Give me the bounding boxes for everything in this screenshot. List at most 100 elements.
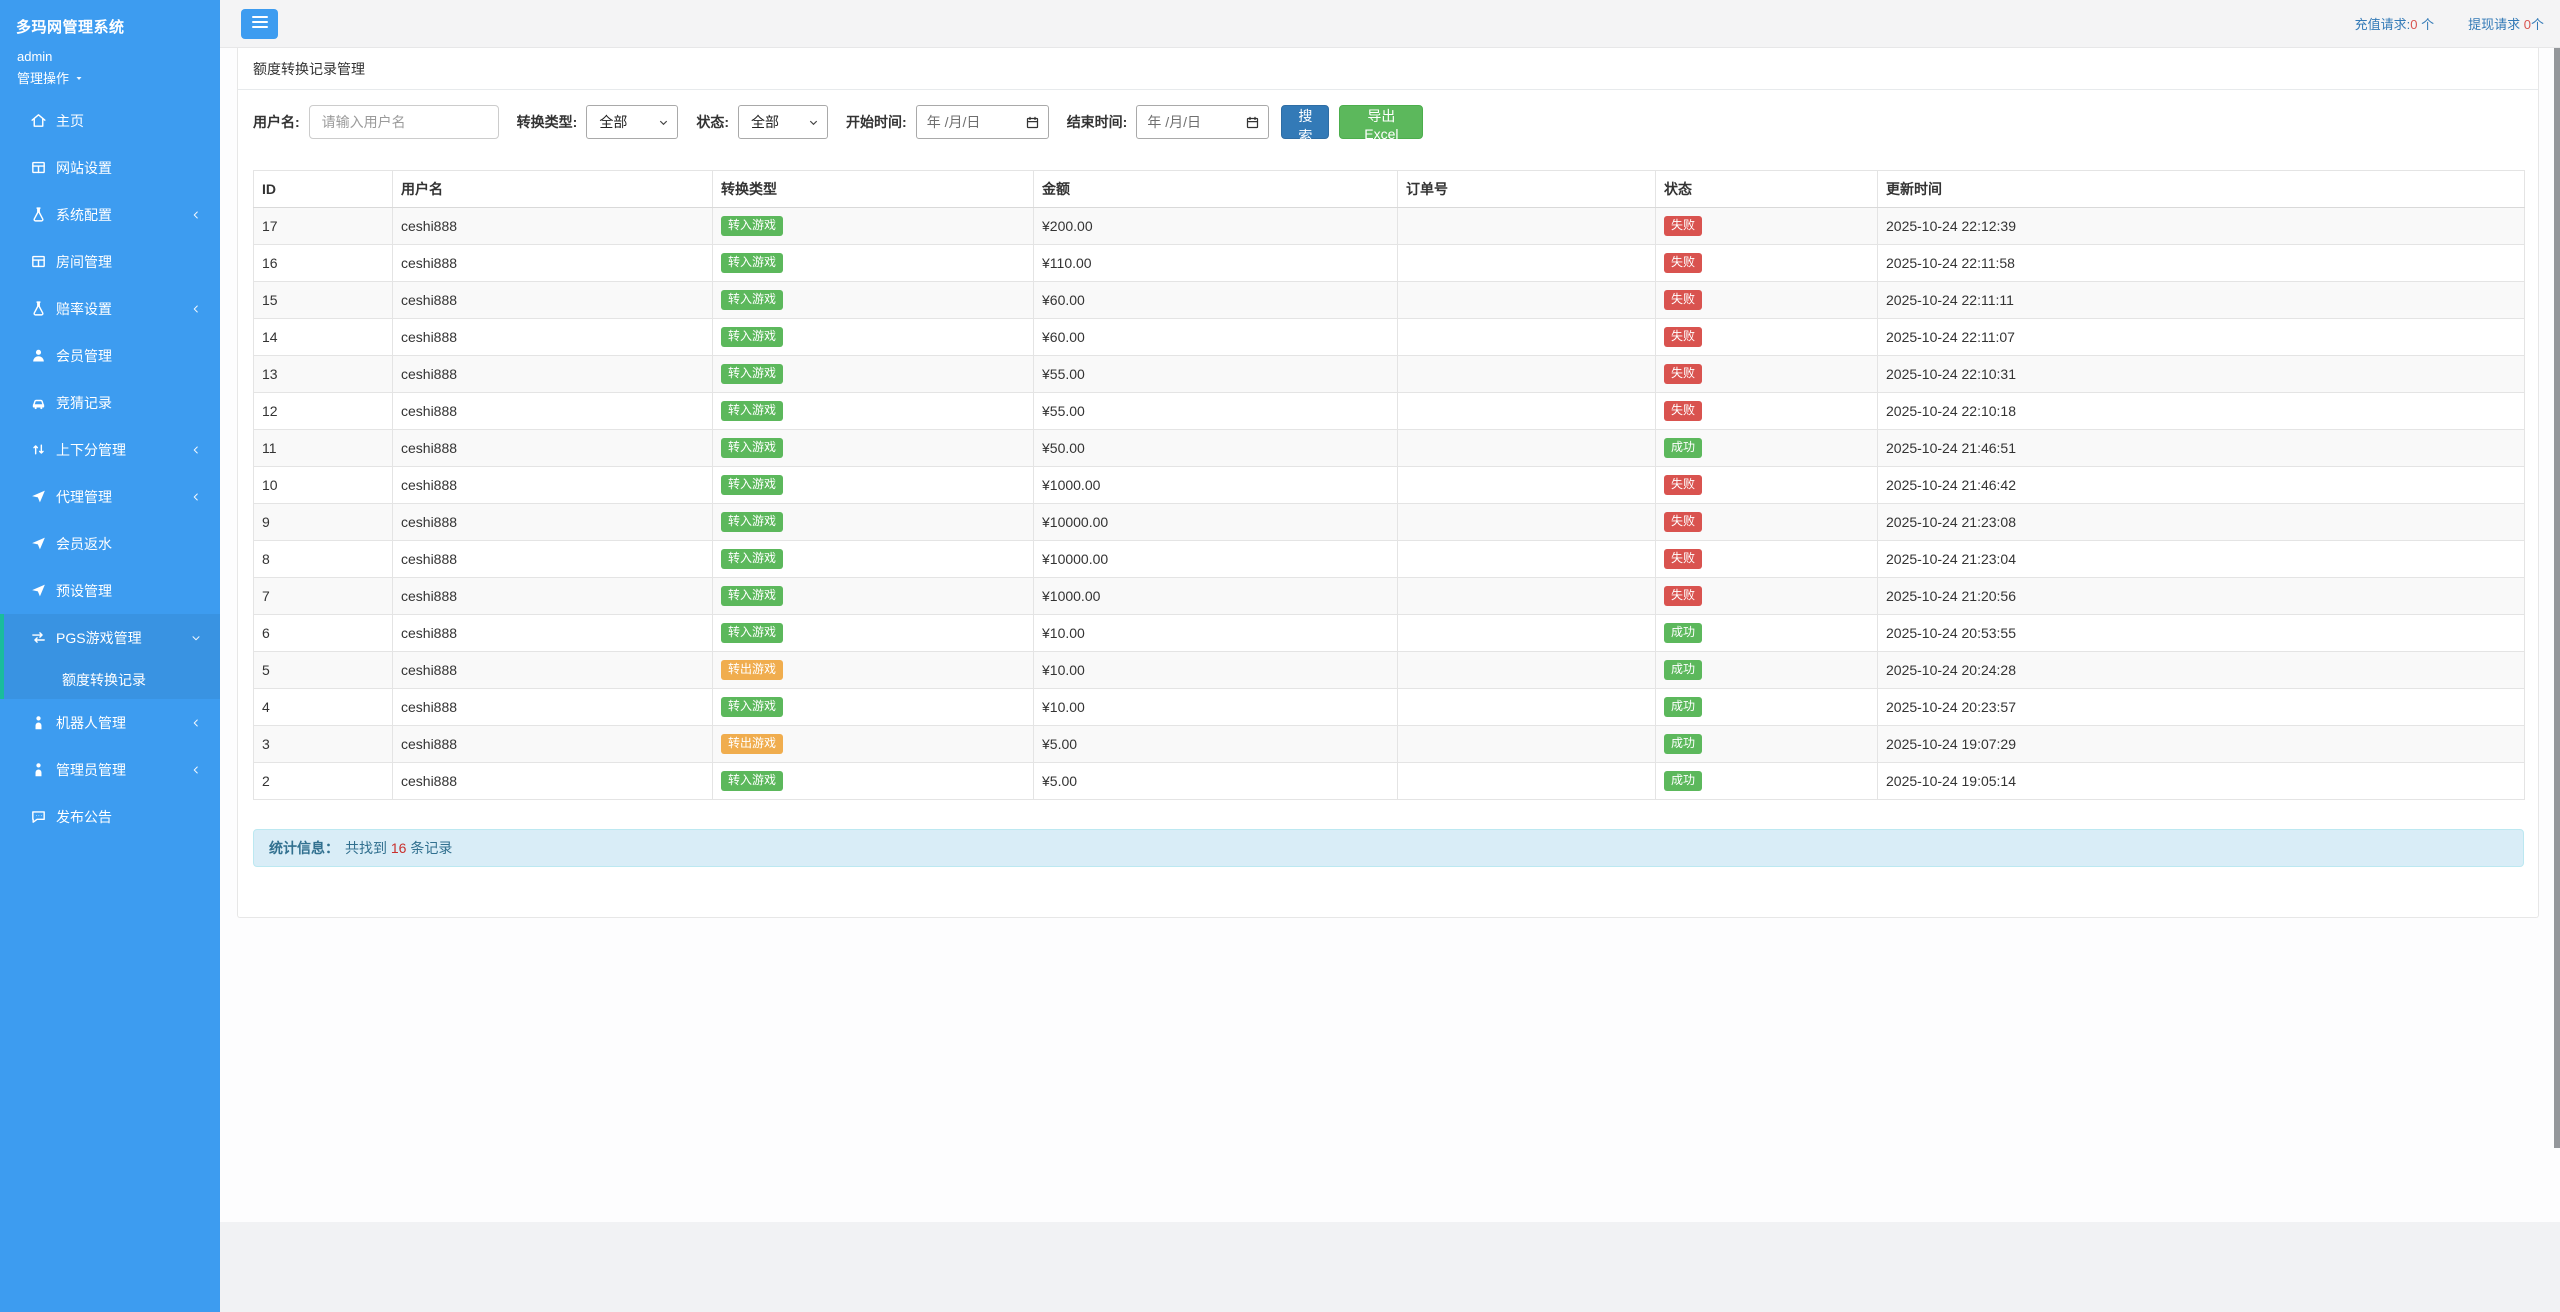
username-cell: ceshi888 [392,762,713,800]
username-cell: ceshi888 [392,725,713,763]
status-select-value: 全部 [751,114,780,130]
sidebar-toggle-button[interactable] [241,8,278,39]
caret-down-icon [73,72,85,84]
topbar-links: 充值请求:0 个 提现请求 0个 [2355,14,2550,33]
sidebar-item-15[interactable]: 管理员管理 [0,746,220,793]
sidebar-item-6[interactable]: 会员管理 [0,332,220,379]
type-select[interactable]: 全部 [586,105,679,139]
sidebar-item-14[interactable]: 机器人管理 [0,699,220,746]
sidebar-item-8[interactable]: 上下分管理 [0,426,220,473]
start-date-input[interactable]: 年 /月/日 [915,105,1049,139]
time-cell: 2025-10-24 19:07:29 [1877,725,2525,763]
id-cell: 7 [253,577,393,615]
id-cell: 12 [253,392,393,430]
username-input[interactable] [308,105,499,139]
sidebar-item-3[interactable]: 系统配置 [0,191,220,238]
type-cell: 转入游戏 [712,318,1034,356]
time-cell: 2025-10-24 22:12:39 [1877,207,2525,245]
sidebar-item-1[interactable]: 主页 [0,97,220,144]
id-cell: 15 [253,281,393,319]
sidebar-item-7[interactable]: 竞猜记录 [0,379,220,426]
type-badge: 转入游戏 [721,327,784,347]
username-cell: ceshi888 [392,651,713,689]
sidebar-item-label: PGS游戏管理 [56,629,142,646]
sidebar-item-4[interactable]: 房间管理 [0,238,220,285]
person-icon [29,761,47,779]
status-cell: 失败 [1655,355,1878,393]
status-cell: 失败 [1655,207,1878,245]
table-row: 9 ceshi888 转入游戏 ¥10000.00 失败 2025-10-24 21:23… [253,503,2525,541]
order-cell [1397,614,1656,652]
export-excel-button[interactable]: 导出Excel [1339,105,1424,142]
comment-icon [29,808,47,826]
search-button[interactable]: 搜索 [1281,105,1330,144]
sidebar-item-label: 额度转换记录 [62,672,146,688]
type-badge: 转入游戏 [721,253,784,273]
time-cell: 2025-10-24 22:11:07 [1877,318,2525,356]
sidebar-item-2[interactable]: 网站设置 [0,144,220,191]
calendar-icon[interactable] [1025,115,1040,130]
end-date-input[interactable]: 年 /月/日 [1136,105,1270,139]
order-cell [1397,688,1656,726]
table-header-row: ID 用户名 转换类型 金额 订单号 状态 更新时间 [253,170,2525,208]
type-badge: 转入游戏 [721,216,784,236]
column-header: 用户名 [392,170,713,208]
sidebar-item-12[interactable]: PGS游戏管理 [4,614,220,661]
amount-cell: ¥5.00 [1033,725,1398,763]
sidebar-item-11[interactable]: 预设管理 [0,567,220,614]
amount-cell: ¥110.00 [1033,244,1398,282]
type-cell: 转入游戏 [712,207,1034,245]
order-cell [1397,429,1656,467]
type-cell: 转入游戏 [712,429,1034,467]
sidebar-item-10[interactable]: 会员返水 [0,520,220,567]
summary-text-before: 共找到 [345,840,391,856]
amount-cell: ¥50.00 [1033,429,1398,467]
status-badge: 失败 [1664,401,1703,421]
records-panel: 额度转换记录管理 用户名: 转换类型: 全部 状态: [237,48,2539,918]
hamburger-icon [251,15,268,32]
chevron-down-icon [658,117,669,128]
sidebar-item-label: 系统配置 [56,206,112,223]
time-cell: 2025-10-24 22:11:11 [1877,281,2525,319]
username-cell: ceshi888 [392,355,713,393]
order-cell [1397,355,1656,393]
id-cell: 16 [253,244,393,282]
sidebar-item-13[interactable]: 额度转换记录 [4,661,220,699]
sidebar-item-label: 机器人管理 [56,714,126,731]
car-icon [29,394,47,412]
username-cell: ceshi888 [392,244,713,282]
time-cell: 2025-10-24 21:46:42 [1877,466,2525,504]
vertical-scrollbar-thumb[interactable] [2554,48,2560,1148]
withdraw-requests-link[interactable]: 提现请求 0个 [2468,14,2544,33]
admin-actions-dropdown[interactable]: 管理操作 [0,64,220,87]
sidebar-item-5[interactable]: 赔率设置 [0,285,220,332]
status-cell: 成功 [1655,688,1878,726]
table-row: 15 ceshi888 转入游戏 ¥60.00 失败 2025-10-24 22:11:1… [253,281,2525,319]
recharge-requests-link[interactable]: 充值请求:0 个 [2355,14,2434,33]
amount-cell: ¥200.00 [1033,207,1398,245]
panel-body: 用户名: 转换类型: 全部 状态: 全部 [238,90,2538,882]
chevron-left-icon [190,444,202,456]
id-cell: 5 [253,651,393,689]
type-badge: 转入游戏 [721,401,784,421]
sidebar-item-label: 网站设置 [56,159,112,176]
table-row: 13 ceshi888 转入游戏 ¥55.00 失败 2025-10-24 22:10:3… [253,355,2525,393]
username-label: 用户名: [253,114,300,130]
username-cell: ceshi888 [392,614,713,652]
id-cell: 17 [253,207,393,245]
type-cell: 转入游戏 [712,281,1034,319]
flask-icon [29,206,47,224]
table-row: 16 ceshi888 转入游戏 ¥110.00 失败 2025-10-24 22:11:… [253,244,2525,282]
calendar-icon[interactable] [1245,115,1260,130]
username-cell: ceshi888 [392,577,713,615]
type-cell: 转入游戏 [712,540,1034,578]
sidebar-item-9[interactable]: 代理管理 [0,473,220,520]
sidebar-item-16[interactable]: 发布公告 [0,793,220,840]
sidebar-item-label: 房间管理 [56,253,112,270]
sidebar: 多玛网管理系统 admin 管理操作 主页 网站设置 系统配置 房间管理 赔率设置 会员管… [0,0,220,1312]
table-row: 7 ceshi888 转入游戏 ¥1000.00 失败 2025-10-24 21:20:… [253,577,2525,615]
status-select[interactable]: 全部 [738,105,829,139]
recharge-requests-unit: 个 [2417,17,2435,32]
type-cell: 转入游戏 [712,503,1034,541]
sidebar-expanded-group: PGS游戏管理额度转换记录 [0,614,220,699]
